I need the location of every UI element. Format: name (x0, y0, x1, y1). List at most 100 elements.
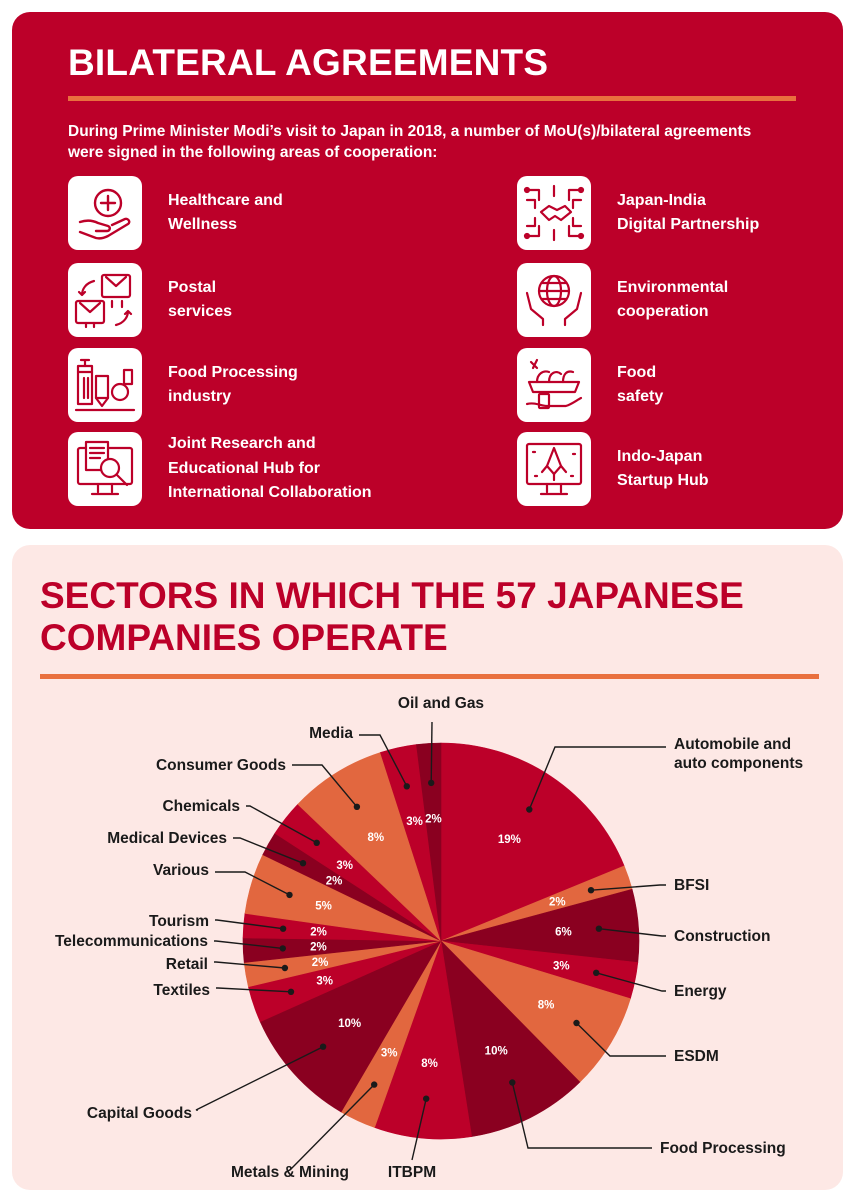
pie-slice (440, 940, 631, 1083)
pie-category-label: Retail (166, 956, 208, 973)
callout-dot (286, 891, 293, 899)
callout-line (359, 734, 408, 787)
sectors-title-line-2: COMPANIES OPERATE (40, 617, 448, 658)
callout-dot (403, 783, 410, 790)
agreement-label: Japan-India Digital Partnership (617, 191, 760, 234)
pie-slice-percent: 8% (538, 1000, 555, 1012)
pie-category-label: Chemicals (162, 798, 240, 815)
agreement-label: Food Processing industry (168, 363, 298, 406)
pie-slice-percent: 2% (310, 927, 327, 939)
pie-category-label: Consumer Goods (156, 757, 286, 774)
callout-line (430, 721, 433, 783)
callout-dot (353, 803, 361, 810)
callout-dot (526, 806, 533, 813)
pie-slice-percent: 2% (425, 814, 442, 826)
sectors-divider (40, 674, 819, 679)
pie-slice-percent: 3% (553, 961, 570, 973)
callout-dot (423, 1095, 430, 1102)
pie-category-label: Capital Goods (87, 1105, 192, 1122)
callout-line (215, 919, 284, 930)
pie-slice (374, 940, 473, 1140)
callout-dot (287, 988, 295, 995)
globe-hands-icon (517, 263, 591, 337)
agreement-healthcare: Healthcare and Wellness (68, 176, 428, 250)
pie-category-label: Various (153, 862, 209, 879)
callout-dot (509, 1079, 516, 1086)
postal-icon (68, 263, 142, 337)
callout-dot (313, 839, 320, 846)
pie-slice (297, 752, 442, 942)
agreement-postal: Postal services (68, 263, 428, 337)
callout-dot (595, 925, 603, 932)
callout-dot (587, 887, 595, 894)
callout-line (292, 764, 358, 808)
callout-line (195, 1046, 324, 1111)
callout-dot (428, 779, 435, 787)
pie-category-label: Telecommunications (55, 933, 208, 950)
callout-dot (371, 1081, 378, 1088)
agreements-title: BILATERAL AGREEMENTS (68, 42, 549, 83)
agreement-food-safety: Food safety (517, 348, 854, 422)
agreement-environmental: Environmental cooperation (517, 263, 854, 337)
pie-callout-lines (195, 721, 666, 1171)
pie-slice-percent: 10% (338, 1018, 361, 1030)
callout-line (576, 1022, 666, 1057)
pie-slice-percent: 19% (498, 834, 521, 846)
pie-slice-percent: 2% (312, 957, 329, 969)
pie-category-labels: Automobile and auto components BFSI Constru… (55, 695, 803, 1181)
sectors-title: SECTORS IN WHICH THE 57 JAPANESE COMPANI… (40, 575, 820, 659)
agreement-label: Healthcare and Wellness (168, 191, 283, 234)
callout-dot (281, 964, 289, 972)
pie-category-label: ITBPM (388, 1164, 436, 1181)
pie-slice-percent: 6% (555, 927, 572, 939)
title-divider (68, 96, 796, 101)
sectors-title-line-1: SECTORS IN WHICH THE 57 JAPANESE (40, 575, 744, 616)
pie-category-label: Tourism (149, 913, 209, 930)
agreement-label: Joint Research and Educational Hub for I… (168, 435, 372, 502)
callout-dot (299, 860, 307, 867)
agreements-intro: During Prime Minister Modi’s visit to Ja… (68, 123, 752, 161)
pie-category-label: Oil and Gas (398, 695, 484, 712)
pie-slice-percent: 8% (421, 1058, 438, 1070)
callout-dot (319, 1043, 327, 1050)
callout-line (411, 1098, 427, 1161)
pie-slice-percent: 3% (381, 1047, 398, 1059)
pie-slice-percent: 3% (336, 860, 353, 872)
callout-line (215, 871, 290, 896)
pie-slice (259, 940, 442, 1113)
pie-category-label: BFSI (674, 877, 709, 894)
pie-category-label: Textiles (153, 982, 210, 999)
startup-rocket-icon (517, 432, 591, 506)
bilateral-agreements-card: BILATERAL AGREEMENTS During Prime Minist… (12, 12, 843, 529)
pie-category-label: Automobile and auto components (674, 736, 803, 772)
callout-dot (573, 1019, 580, 1027)
agreement-label: Indo-Japan Startup Hub (617, 447, 709, 490)
agreement-joint-research: Joint Research and Educational Hub for I… (68, 432, 468, 506)
pie-slice-percent: 8% (367, 832, 384, 844)
pie-category-label: Media (309, 725, 353, 742)
pie-category-label: Medical Devices (107, 830, 227, 847)
callout-line (246, 805, 318, 844)
pie-slice-percent: 2% (549, 897, 566, 909)
pie-slice-percent: 2% (310, 942, 327, 954)
agreement-startup-hub: Indo-Japan Startup Hub (517, 432, 854, 506)
callout-line (233, 837, 304, 864)
pie-slice-percent: 3% (406, 816, 423, 828)
pie-slice-percent: 10% (485, 1046, 508, 1058)
pie-slices (242, 742, 640, 1140)
callout-line (596, 972, 666, 992)
agreement-digital-partnership: Japan-India Digital Partnership (517, 176, 854, 250)
healthcare-icon (68, 176, 142, 250)
pie-category-label: Food Processing (660, 1140, 786, 1157)
research-icon (68, 432, 142, 506)
callout-dot (279, 945, 286, 952)
factory-icon (68, 348, 142, 422)
agreement-label: Postal services (168, 278, 233, 321)
pie-slice-percent: 2% (326, 876, 343, 888)
pie-category-label: Construction (674, 928, 770, 945)
callout-line (216, 987, 292, 993)
callout-dot (279, 925, 287, 932)
pie-slice-percent: 3% (316, 975, 333, 987)
pie-category-label: Energy (674, 983, 727, 1000)
food-safety-icon (517, 348, 591, 422)
